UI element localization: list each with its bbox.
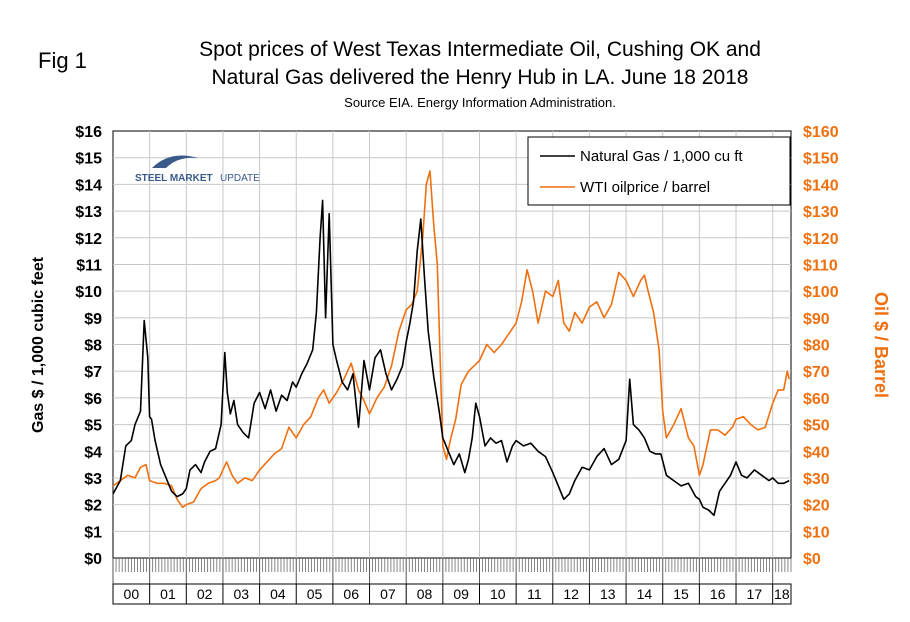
y-tick-label-right: $40	[803, 444, 830, 461]
y-tick-label-right: $30	[803, 471, 830, 488]
y-tick-label-left: $7	[84, 364, 102, 381]
y-tick-label-left: $16	[75, 124, 102, 141]
chart-title-line-2: Natural Gas delivered the Henry Hub in L…	[211, 66, 749, 89]
x-tick-label: 02	[197, 586, 213, 602]
legend-label-oil: WTI oilprice / barrel	[580, 179, 710, 196]
x-tick-label: 17	[747, 586, 763, 602]
y-tick-label-left: $5	[84, 418, 102, 435]
chart-title-line-1: Spot prices of West Texas Intermediate O…	[199, 38, 761, 61]
y-tick-label-left: $4	[84, 444, 102, 461]
x-axis-label-box	[112, 583, 792, 605]
y-tick-label-left: $8	[84, 338, 102, 355]
y-tick-label-right: $10	[803, 524, 830, 541]
y-tick-label-right: $80	[803, 338, 830, 355]
legend: Natural Gas / 1,000 cu ft WTI oilprice /…	[527, 136, 791, 206]
y-tick-label-left: $3	[84, 471, 102, 488]
y-tick-label-left: $11	[76, 257, 102, 274]
left-axis-ticks: $0 $1 $2 $3 $4 $5 $6 $7 $8 $9 $10 $11 $12 $13 $14 $15 $1…	[75, 124, 102, 568]
y-tick-label-left: $13	[75, 204, 102, 221]
series-line-wti-oil	[112, 170, 790, 509]
y-tick-label-left: $12	[75, 231, 102, 248]
y-tick-label-right: $120	[803, 231, 839, 248]
y-tick-label-left: $10	[75, 284, 102, 301]
x-tick-label: 00	[124, 586, 140, 602]
y-tick-label-left: $6	[84, 391, 102, 408]
y-tick-label-left: $14	[75, 177, 102, 194]
y-tick-label-right: $160	[803, 124, 839, 141]
series-line-natural-gas	[112, 199, 790, 517]
x-tick-label: 06	[343, 586, 359, 602]
y-tick-label-right: $60	[803, 391, 830, 408]
x-tick-label: 04	[270, 586, 286, 602]
y-tick-label-right: $20	[803, 498, 830, 515]
y-axis-label-right: Oil $ / Barrel	[871, 292, 891, 398]
x-tick-label: 05	[307, 586, 323, 602]
x-axis-labels: 00 01 02 03 04 05 06 07 08 09 10 11 12 13 14 15 16 17 18	[124, 586, 790, 602]
gridlines	[113, 131, 791, 558]
x-tick-label: 16	[710, 586, 726, 602]
y-tick-label-right: $0	[803, 551, 821, 568]
y-tick-label-right: $140	[803, 177, 839, 194]
x-tick-label: 09	[453, 586, 469, 602]
y-tick-label-left: $1	[84, 524, 102, 541]
legend-box	[527, 136, 791, 206]
x-tick-label: 08	[417, 586, 433, 602]
y-tick-label-left: $0	[84, 551, 102, 568]
logo-swoosh-icon	[152, 155, 198, 168]
y-tick-label-left: $2	[84, 498, 102, 515]
series-lines	[112, 170, 790, 517]
figure-label: Fig 1	[38, 48, 87, 73]
y-tick-label-right: $150	[803, 151, 839, 168]
x-tick-label: 03	[233, 586, 249, 602]
y-tick-label-right: $100	[803, 284, 839, 301]
y-axis-label-left: Gas $ / 1,000 cubic feet	[30, 256, 47, 433]
y-tick-label-right: $70	[803, 364, 830, 381]
x-tick-label: 07	[380, 586, 396, 602]
logo: STEEL MARKET UPDATE	[135, 155, 260, 184]
right-axis-ticks: $0 $10 $20 $30 $40 $50 $60 $70 $80 $90 $100 $110 $12…	[803, 124, 839, 568]
y-tick-label-left: $9	[84, 311, 102, 328]
y-tick-label-left: $15	[75, 151, 102, 168]
x-tick-label: 15	[673, 586, 689, 602]
x-tick-label: 18	[774, 586, 790, 602]
x-axis-minor-ticks	[112, 558, 792, 604]
x-tick-label: 13	[600, 586, 616, 602]
y-tick-label-right: $50	[803, 418, 830, 435]
y-tick-label-right: $110	[803, 257, 838, 274]
x-tick-label: 12	[563, 586, 579, 602]
logo-text-bold: STEEL MARKET	[135, 173, 213, 184]
logo-text-light: UPDATE	[220, 173, 260, 184]
x-tick-label: 10	[490, 586, 506, 602]
x-tick-label: 01	[160, 586, 176, 602]
x-tick-label: 14	[637, 586, 653, 602]
x-tick-label: 11	[527, 586, 542, 602]
legend-label-gas: Natural Gas / 1,000 cu ft	[580, 148, 743, 165]
chart-subtitle: Source EIA. Energy Information Administr…	[344, 95, 616, 110]
y-tick-label-right: $130	[803, 204, 839, 221]
y-tick-label-right: $90	[803, 311, 830, 328]
